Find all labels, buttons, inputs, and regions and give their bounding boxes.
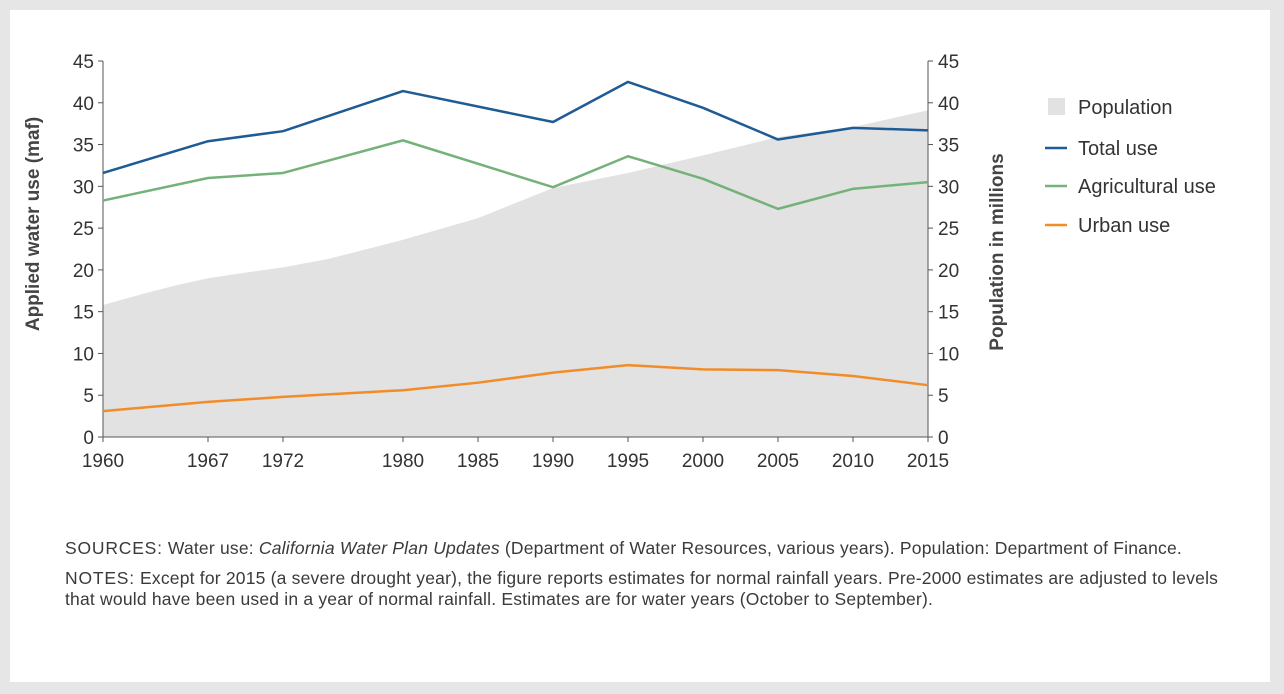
- x-tick-label: 2010: [832, 451, 874, 472]
- left-tick-label: 5: [83, 386, 94, 407]
- legend-label: Total use: [1078, 138, 1158, 160]
- left-tick-label: 20: [73, 261, 94, 282]
- legend-swatch-population: [1048, 98, 1065, 115]
- x-tick-label: 2005: [757, 451, 799, 472]
- left-tick-label: 30: [73, 177, 94, 198]
- chart-card: 0 0 5 5 10 10 15 15 20 20 25 25 30 30 35 35 40 40 45 45 1960…: [10, 10, 1270, 682]
- x-tick-label: 1985: [457, 451, 499, 472]
- right-tick-label: 35: [938, 136, 959, 157]
- left-axis-title: Applied water use (maf): [23, 117, 44, 331]
- left-tick-label: 25: [73, 219, 94, 240]
- x-tick-label: 2015: [907, 451, 949, 472]
- legend-label: Population: [1078, 97, 1173, 119]
- left-tick-label: 35: [73, 136, 94, 157]
- series-line-urban-use: [102, 363, 929, 413]
- x-tick-label: 2000: [682, 451, 724, 472]
- left-tick-label: 0: [83, 428, 94, 449]
- right-tick-label: 15: [938, 303, 959, 324]
- left-tick-label: 15: [73, 303, 94, 324]
- left-tick-label: 10: [73, 344, 94, 365]
- right-tick-label: 40: [938, 94, 959, 115]
- x-tick-label: 1980: [382, 451, 424, 472]
- series-line-agricultural-use: [102, 139, 929, 211]
- series-line-total-use: [102, 80, 929, 175]
- x-tick-label: 1960: [82, 451, 124, 472]
- right-tick-label: 0: [938, 428, 949, 449]
- right-tick-label: 45: [938, 52, 959, 73]
- notes-note: NOTES: Except for 2015 (a severe drought…: [65, 568, 1219, 609]
- right-axis-title: Population in millions: [987, 153, 1008, 350]
- right-tick-label: 5: [938, 386, 949, 407]
- right-tick-label: 20: [938, 261, 959, 282]
- x-tick-label: 1995: [607, 451, 649, 472]
- chart-notes: SOURCES: Water use: California Water Pla…: [65, 538, 1225, 619]
- right-tick-label: 25: [938, 219, 959, 240]
- x-tick-label: 1972: [262, 451, 304, 472]
- legend-label: Urban use: [1078, 215, 1170, 237]
- sources-note: SOURCES: Water use: California Water Pla…: [65, 538, 1182, 558]
- right-tick-label: 30: [938, 177, 959, 198]
- left-tick-label: 40: [73, 94, 94, 115]
- legend-label: Agricultural use: [1078, 176, 1216, 198]
- left-tick-label: 45: [73, 52, 94, 73]
- x-tick-label: 1967: [187, 451, 229, 472]
- x-tick-label: 1990: [532, 451, 574, 472]
- population-area: [103, 110, 928, 437]
- right-tick-label: 10: [938, 344, 959, 365]
- water-use-chart: 0 0 5 5 10 10 15 15 20 20 25 25 30 30 35 35 40 40 45 45 1960…: [23, 52, 1216, 472]
